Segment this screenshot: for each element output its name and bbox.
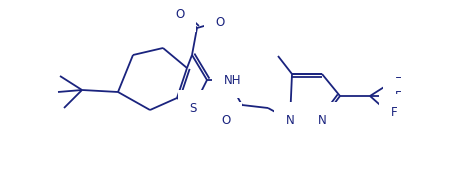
Text: O: O xyxy=(215,15,224,29)
Text: N: N xyxy=(317,114,326,127)
Text: F: F xyxy=(394,76,400,89)
Text: N: N xyxy=(285,114,294,127)
Text: O: O xyxy=(175,8,184,20)
Text: S: S xyxy=(189,102,196,114)
Text: F: F xyxy=(390,105,397,118)
Text: NH: NH xyxy=(224,74,241,86)
Text: O: O xyxy=(221,114,230,127)
Text: F: F xyxy=(394,89,400,102)
